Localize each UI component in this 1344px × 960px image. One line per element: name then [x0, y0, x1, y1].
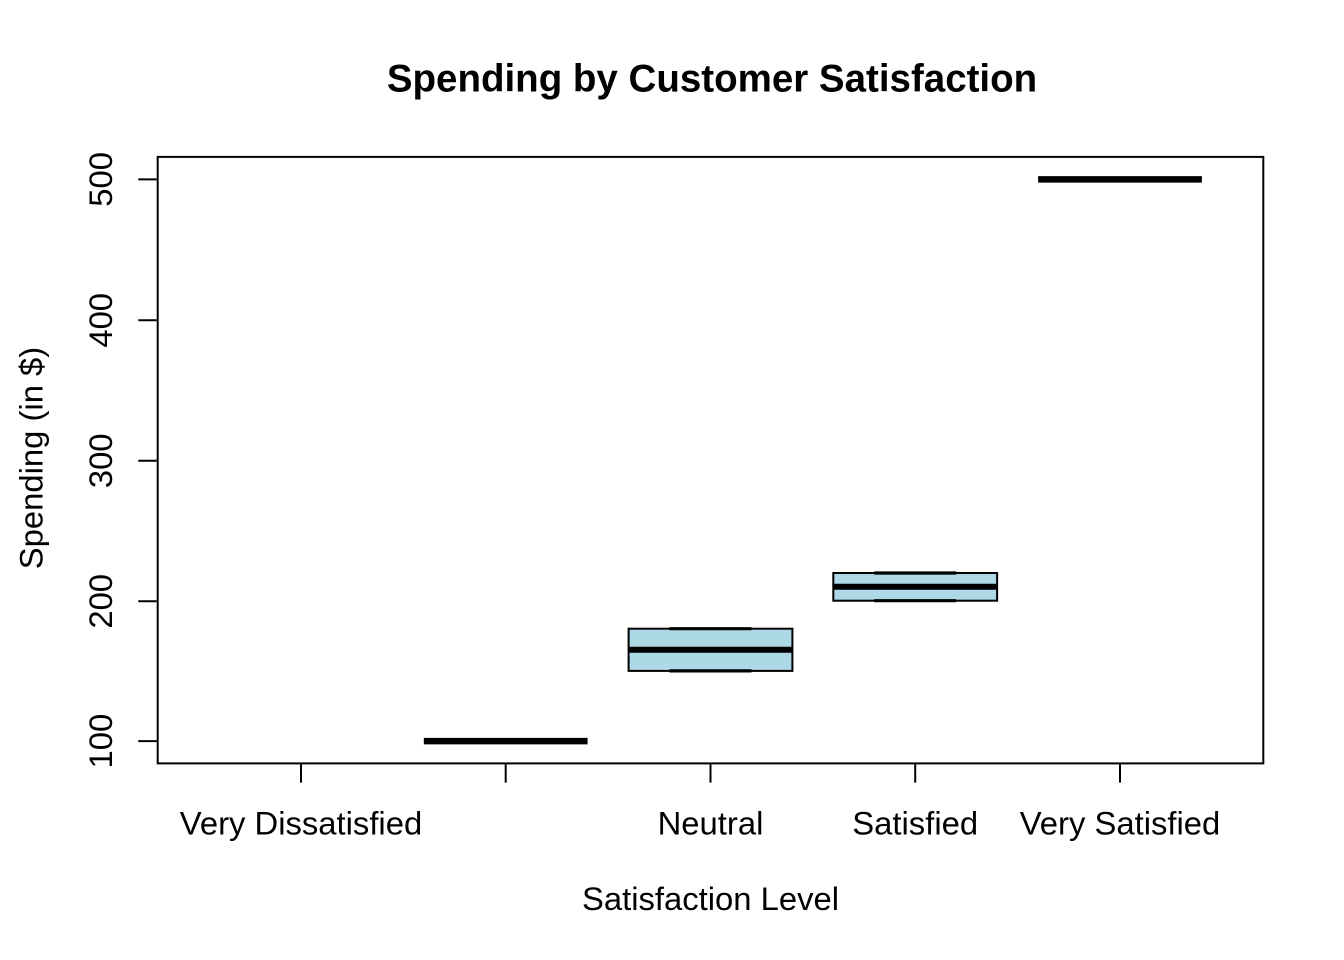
svg-text:500: 500 — [82, 152, 119, 207]
svg-text:200: 200 — [82, 574, 119, 629]
svg-text:100: 100 — [82, 714, 119, 769]
svg-text:Very Satisfied: Very Satisfied — [1020, 804, 1221, 841]
svg-text:Satisfied: Satisfied — [852, 804, 978, 841]
svg-text:Very Dissatisfied: Very Dissatisfied — [180, 804, 422, 841]
svg-text:400: 400 — [82, 293, 119, 348]
svg-text:Spending (in $): Spending (in $) — [13, 347, 50, 569]
svg-text:300: 300 — [82, 433, 119, 488]
svg-text:Spending by Customer Satisfact: Spending by Customer Satisfaction — [387, 58, 1037, 101]
svg-text:Neutral: Neutral — [658, 804, 764, 841]
svg-text:Satisfaction Level: Satisfaction Level — [582, 880, 839, 917]
